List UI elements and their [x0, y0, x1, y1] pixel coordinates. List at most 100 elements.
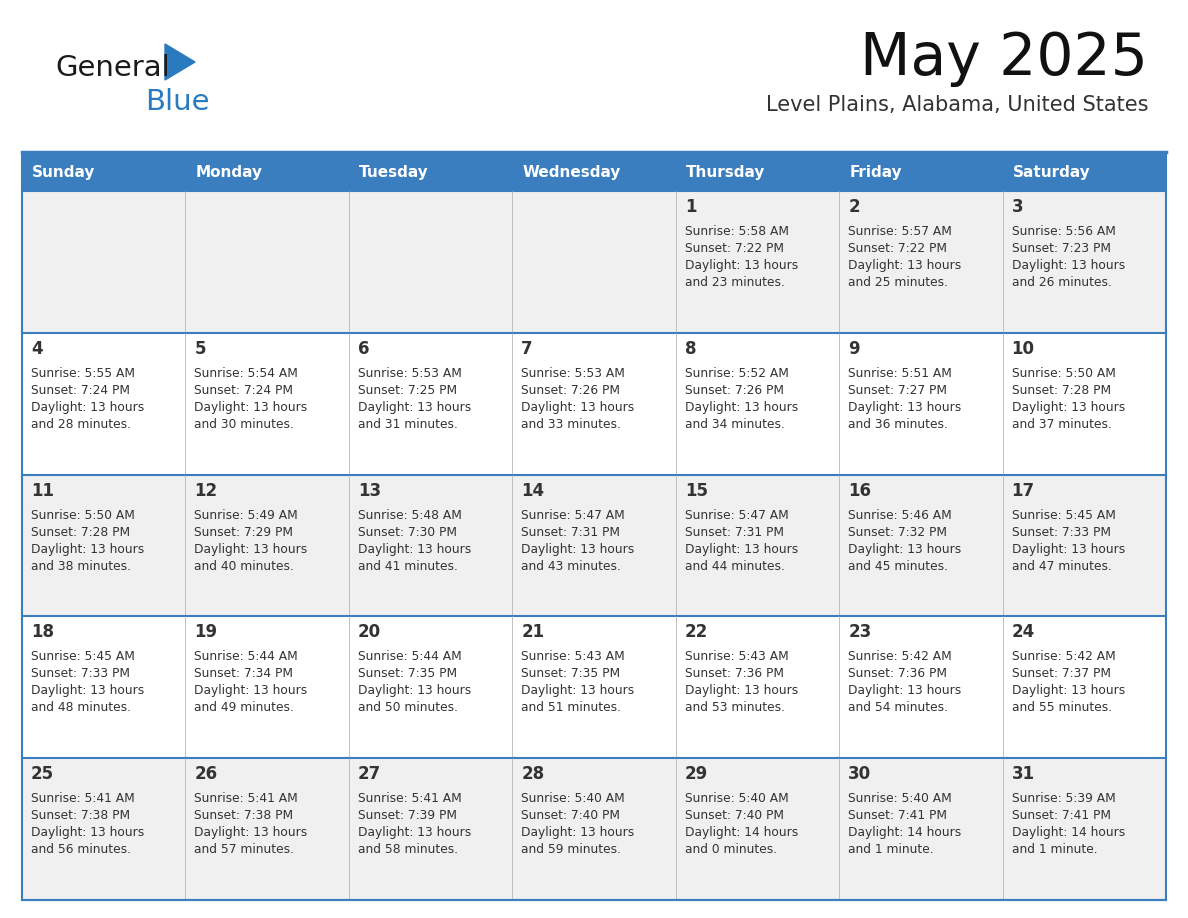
- Text: Sunrise: 5:50 AM: Sunrise: 5:50 AM: [31, 509, 135, 521]
- Text: Daylight: 13 hours: Daylight: 13 hours: [848, 259, 961, 272]
- Text: 8: 8: [684, 340, 696, 358]
- Text: Sunset: 7:35 PM: Sunset: 7:35 PM: [522, 667, 620, 680]
- Text: Daylight: 13 hours: Daylight: 13 hours: [195, 826, 308, 839]
- Text: Sunrise: 5:42 AM: Sunrise: 5:42 AM: [1011, 650, 1116, 664]
- Text: Sunrise: 5:53 AM: Sunrise: 5:53 AM: [522, 367, 625, 380]
- Text: Sunrise: 5:44 AM: Sunrise: 5:44 AM: [195, 650, 298, 664]
- Text: Sunset: 7:31 PM: Sunset: 7:31 PM: [684, 526, 784, 539]
- Text: 29: 29: [684, 766, 708, 783]
- Text: 15: 15: [684, 482, 708, 499]
- Text: Sunset: 7:27 PM: Sunset: 7:27 PM: [848, 384, 947, 397]
- Text: Daylight: 13 hours: Daylight: 13 hours: [684, 259, 798, 272]
- Text: 31: 31: [1011, 766, 1035, 783]
- Text: and 47 minutes.: and 47 minutes.: [1011, 560, 1112, 573]
- Bar: [23, 155, 1165, 900]
- Text: Sunrise: 5:55 AM: Sunrise: 5:55 AM: [31, 367, 135, 380]
- Text: 25: 25: [31, 766, 55, 783]
- Text: 27: 27: [358, 766, 381, 783]
- Text: 21: 21: [522, 623, 544, 642]
- Bar: [23, 191, 1165, 333]
- Text: and 53 minutes.: and 53 minutes.: [684, 701, 785, 714]
- Text: Sunset: 7:32 PM: Sunset: 7:32 PM: [848, 526, 947, 539]
- Text: Daylight: 13 hours: Daylight: 13 hours: [848, 685, 961, 698]
- Text: Daylight: 14 hours: Daylight: 14 hours: [684, 826, 798, 839]
- Text: Daylight: 13 hours: Daylight: 13 hours: [522, 826, 634, 839]
- Text: Blue: Blue: [145, 88, 209, 116]
- Text: Daylight: 13 hours: Daylight: 13 hours: [195, 401, 308, 414]
- Text: Sunset: 7:39 PM: Sunset: 7:39 PM: [358, 809, 457, 823]
- Text: and 26 minutes.: and 26 minutes.: [1011, 276, 1112, 289]
- Text: Sunrise: 5:42 AM: Sunrise: 5:42 AM: [848, 650, 952, 664]
- Text: Daylight: 13 hours: Daylight: 13 hours: [522, 543, 634, 555]
- Text: Sunset: 7:36 PM: Sunset: 7:36 PM: [684, 667, 784, 680]
- Text: Daylight: 13 hours: Daylight: 13 hours: [31, 685, 144, 698]
- Text: and 38 minutes.: and 38 minutes.: [31, 560, 131, 573]
- Bar: [23, 616, 1165, 758]
- Text: Daylight: 13 hours: Daylight: 13 hours: [848, 401, 961, 414]
- Text: Daylight: 13 hours: Daylight: 13 hours: [195, 543, 308, 555]
- Text: Sunrise: 5:40 AM: Sunrise: 5:40 AM: [522, 792, 625, 805]
- Text: Sunset: 7:22 PM: Sunset: 7:22 PM: [848, 242, 947, 255]
- Text: Sunrise: 5:53 AM: Sunrise: 5:53 AM: [358, 367, 462, 380]
- Bar: [23, 155, 1165, 191]
- Text: Sunset: 7:37 PM: Sunset: 7:37 PM: [1011, 667, 1111, 680]
- Text: Daylight: 13 hours: Daylight: 13 hours: [31, 543, 144, 555]
- Text: Sunrise: 5:48 AM: Sunrise: 5:48 AM: [358, 509, 462, 521]
- Text: Sunrise: 5:41 AM: Sunrise: 5:41 AM: [31, 792, 134, 805]
- Text: Sunrise: 5:54 AM: Sunrise: 5:54 AM: [195, 367, 298, 380]
- Text: 5: 5: [195, 340, 206, 358]
- Text: 16: 16: [848, 482, 871, 499]
- Text: Daylight: 13 hours: Daylight: 13 hours: [1011, 259, 1125, 272]
- Text: 28: 28: [522, 766, 544, 783]
- Text: Daylight: 13 hours: Daylight: 13 hours: [522, 401, 634, 414]
- Text: Daylight: 13 hours: Daylight: 13 hours: [1011, 685, 1125, 698]
- Text: Daylight: 14 hours: Daylight: 14 hours: [848, 826, 961, 839]
- Text: 23: 23: [848, 623, 871, 642]
- Text: Sunset: 7:31 PM: Sunset: 7:31 PM: [522, 526, 620, 539]
- Text: Sunrise: 5:45 AM: Sunrise: 5:45 AM: [1011, 509, 1116, 521]
- Text: 3: 3: [1011, 198, 1023, 216]
- Text: and 23 minutes.: and 23 minutes.: [684, 276, 784, 289]
- Text: Thursday: Thursday: [685, 165, 765, 181]
- Text: 13: 13: [358, 482, 381, 499]
- Text: and 41 minutes.: and 41 minutes.: [358, 560, 457, 573]
- Text: Sunrise: 5:47 AM: Sunrise: 5:47 AM: [684, 509, 789, 521]
- Text: Sunset: 7:30 PM: Sunset: 7:30 PM: [358, 526, 457, 539]
- Text: Sunset: 7:38 PM: Sunset: 7:38 PM: [31, 809, 131, 823]
- Text: Sunset: 7:24 PM: Sunset: 7:24 PM: [31, 384, 129, 397]
- Text: 4: 4: [31, 340, 43, 358]
- Text: Sunrise: 5:46 AM: Sunrise: 5:46 AM: [848, 509, 952, 521]
- Text: and 49 minutes.: and 49 minutes.: [195, 701, 295, 714]
- Text: 17: 17: [1011, 482, 1035, 499]
- Text: Daylight: 13 hours: Daylight: 13 hours: [684, 401, 798, 414]
- Text: Sunrise: 5:56 AM: Sunrise: 5:56 AM: [1011, 225, 1116, 238]
- Text: Sunset: 7:41 PM: Sunset: 7:41 PM: [848, 809, 947, 823]
- Text: Daylight: 13 hours: Daylight: 13 hours: [358, 685, 472, 698]
- Text: Sunrise: 5:39 AM: Sunrise: 5:39 AM: [1011, 792, 1116, 805]
- Text: Daylight: 13 hours: Daylight: 13 hours: [1011, 543, 1125, 555]
- Text: and 51 minutes.: and 51 minutes.: [522, 701, 621, 714]
- Text: and 37 minutes.: and 37 minutes.: [1011, 418, 1112, 431]
- Text: Daylight: 13 hours: Daylight: 13 hours: [31, 401, 144, 414]
- Text: Tuesday: Tuesday: [359, 165, 429, 181]
- Text: Daylight: 13 hours: Daylight: 13 hours: [848, 543, 961, 555]
- Text: Sunrise: 5:58 AM: Sunrise: 5:58 AM: [684, 225, 789, 238]
- Text: 20: 20: [358, 623, 381, 642]
- Text: Sunset: 7:26 PM: Sunset: 7:26 PM: [522, 384, 620, 397]
- Text: 14: 14: [522, 482, 544, 499]
- Text: Sunset: 7:25 PM: Sunset: 7:25 PM: [358, 384, 457, 397]
- Text: and 57 minutes.: and 57 minutes.: [195, 844, 295, 856]
- Text: Sunrise: 5:45 AM: Sunrise: 5:45 AM: [31, 650, 135, 664]
- Text: 7: 7: [522, 340, 533, 358]
- Text: and 1 minute.: and 1 minute.: [848, 844, 934, 856]
- Text: General: General: [55, 54, 170, 82]
- Text: and 40 minutes.: and 40 minutes.: [195, 560, 295, 573]
- Text: Daylight: 14 hours: Daylight: 14 hours: [1011, 826, 1125, 839]
- Text: 30: 30: [848, 766, 871, 783]
- Text: Sunrise: 5:44 AM: Sunrise: 5:44 AM: [358, 650, 462, 664]
- Bar: [23, 475, 1165, 616]
- Text: Sunrise: 5:49 AM: Sunrise: 5:49 AM: [195, 509, 298, 521]
- Text: and 31 minutes.: and 31 minutes.: [358, 418, 457, 431]
- Text: Daylight: 13 hours: Daylight: 13 hours: [358, 401, 472, 414]
- Text: 22: 22: [684, 623, 708, 642]
